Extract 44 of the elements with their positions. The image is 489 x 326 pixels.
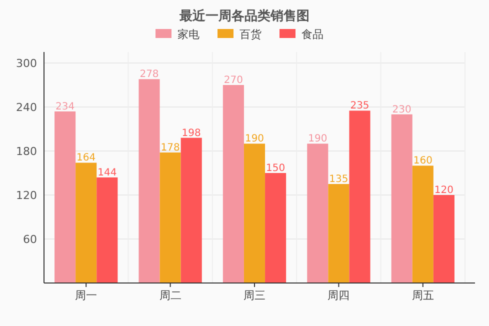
data-label: 235 xyxy=(350,100,370,112)
bar xyxy=(349,110,370,283)
legend-label: 食品 xyxy=(302,28,324,41)
bar xyxy=(244,144,266,283)
data-label: 198 xyxy=(182,128,201,139)
bar xyxy=(138,79,160,283)
legend-label: 家电 xyxy=(178,28,200,41)
bar xyxy=(54,111,76,283)
data-label: 178 xyxy=(160,142,180,154)
y-tick-label: 240 xyxy=(16,101,37,114)
legend-label: 百货 xyxy=(240,28,262,41)
bar xyxy=(265,173,286,283)
bar xyxy=(307,144,328,283)
bar xyxy=(391,114,412,283)
data-label: 230 xyxy=(392,104,412,116)
x-tick-label: 周二 xyxy=(159,289,182,302)
x-tick-label: 周五 xyxy=(412,289,434,302)
x-tick-label: 周四 xyxy=(328,289,350,302)
y-tick-label: 180 xyxy=(16,145,37,158)
y-tick-label: 60 xyxy=(23,233,37,246)
y-tick-label: 300 xyxy=(16,57,37,70)
data-label: 120 xyxy=(434,185,454,196)
data-label: 190 xyxy=(244,134,264,145)
data-label: 150 xyxy=(266,163,286,174)
data-label: 190 xyxy=(308,134,328,145)
chart-title: 最近一周各品类销售图 xyxy=(178,8,310,24)
data-label: 144 xyxy=(98,167,117,178)
data-label: 160 xyxy=(413,156,432,167)
data-label: 270 xyxy=(224,75,243,86)
bar xyxy=(328,184,350,283)
bar xyxy=(160,152,181,283)
bar xyxy=(222,85,244,283)
bar xyxy=(180,138,202,283)
data-label: 135 xyxy=(329,174,348,185)
bar xyxy=(433,195,454,283)
y-tick-label: 120 xyxy=(16,189,37,202)
bar xyxy=(96,177,118,283)
data-label: 164 xyxy=(76,152,96,164)
bar xyxy=(76,162,97,283)
bar xyxy=(412,166,434,283)
x-tick-label: 周三 xyxy=(244,289,266,302)
x-tick-label: 周一 xyxy=(75,289,98,302)
data-label: 234 xyxy=(56,101,75,112)
data-label: 278 xyxy=(140,69,159,80)
